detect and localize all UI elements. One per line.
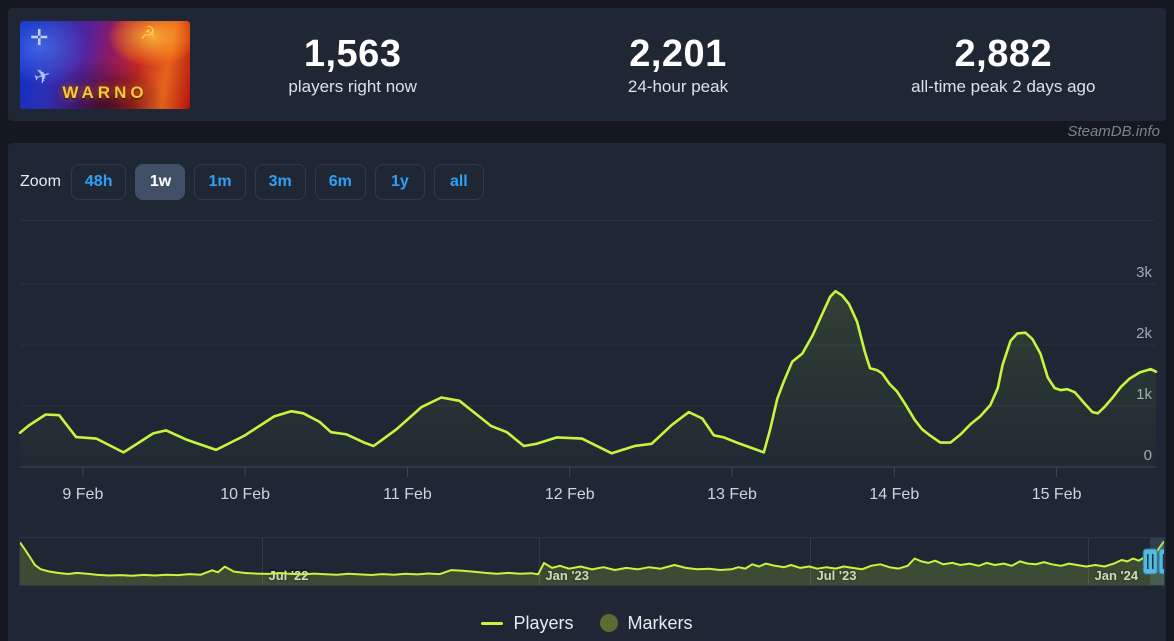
alltime-peak-label: all-time peak 2 days ago (911, 77, 1096, 96)
svg-text:Jul '23: Jul '23 (817, 568, 857, 583)
markers-circle-swatch (599, 614, 618, 632)
game-banner[interactable]: ✛ ☭ ✈ WARNO (20, 20, 190, 109)
stats-row: 1,563 players right now 2,201 24-hour pe… (190, 32, 1166, 97)
zoom-button-1m[interactable]: 1m (194, 164, 246, 200)
chart-legend: Players Markers (8, 609, 1166, 637)
navigator-svg[interactable]: Jul '22 Jan '23 Jul '23 Jan '24 (19, 538, 1174, 585)
zoom-toolbar: Zoom 48h 1w 1m 3m 6m 1y all (20, 164, 493, 200)
game-title: WARNO (62, 82, 148, 102)
zoom-button-3m[interactable]: 3m (254, 164, 306, 200)
alltime-peak-value: 2,882 (954, 33, 1053, 75)
svg-text:12 Feb: 12 Feb (545, 486, 595, 503)
current-players-label: players right now (288, 77, 417, 96)
legend-item-players[interactable]: Players (481, 612, 574, 634)
stat-alltime-peak: 2,882 all-time peak 2 days ago (841, 32, 1166, 97)
svg-text:11 Feb: 11 Feb (383, 486, 432, 503)
toolbar-divider (20, 220, 1154, 221)
soviet-emblem-icon: ☭ (139, 22, 156, 43)
navigator[interactable]: Jul '22 Jan '23 Jul '23 Jan '24 (19, 538, 1174, 585)
legend-markers-label: Markers (627, 612, 693, 633)
players-line-swatch (481, 621, 504, 625)
svg-text:13 Feb: 13 Feb (707, 486, 757, 503)
legend-item-markers[interactable]: Markers (599, 612, 693, 634)
24h-peak-value: 2,201 (629, 33, 727, 75)
legend-players-label: Players (513, 612, 574, 633)
zoom-button-all[interactable]: all (433, 164, 484, 200)
navigator-handle[interactable] (1158, 548, 1174, 575)
stats-header-panel: ✛ ☭ ✈ WARNO 1,563 players right now 2,20… (8, 8, 1166, 121)
zoom-button-1w[interactable]: 1w (135, 164, 186, 200)
zoom-toolbar-label: Zoom (20, 173, 61, 190)
chart-panel: Zoom 48h 1w 1m 3m 6m 1y all 01k2k3k9 Feb… (8, 143, 1174, 641)
svg-text:15 Feb: 15 Feb (1032, 486, 1082, 503)
zoom-button-48h[interactable]: 48h (70, 164, 127, 200)
nato-star-icon: ✛ (30, 24, 49, 50)
svg-text:10 Feb: 10 Feb (220, 486, 270, 503)
svg-text:2k: 2k (1136, 325, 1152, 342)
zoom-button-1y[interactable]: 1y (374, 164, 425, 200)
svg-text:Jan '23: Jan '23 (545, 568, 589, 583)
24h-peak-label: 24-hour peak (627, 77, 729, 96)
stat-current-players: 1,563 players right now (190, 32, 515, 97)
stat-24h-peak: 2,201 24-hour peak (515, 32, 840, 97)
current-players-value: 1,563 (303, 33, 402, 75)
navigator-handle[interactable] (1142, 548, 1158, 575)
svg-text:Jan '24: Jan '24 (1094, 568, 1138, 583)
svg-text:Jul '22: Jul '22 (269, 568, 309, 583)
steamdb-watermark[interactable]: SteamDB.info (1067, 123, 1160, 140)
svg-text:14 Feb: 14 Feb (869, 486, 919, 503)
zoom-button-6m[interactable]: 6m (314, 164, 366, 200)
svg-text:3k: 3k (1136, 264, 1152, 281)
svg-text:9 Feb: 9 Feb (62, 486, 103, 503)
